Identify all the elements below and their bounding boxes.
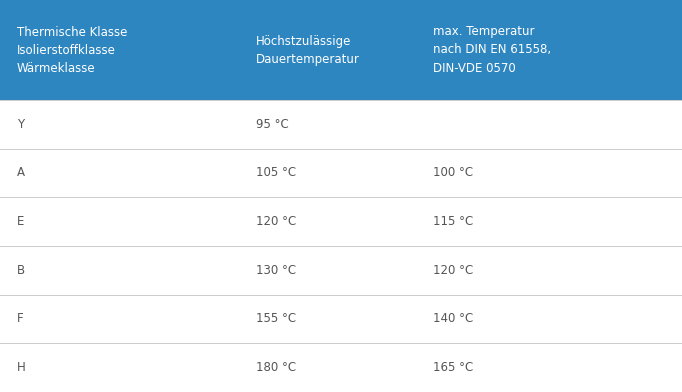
Text: 105 °C: 105 °C bbox=[256, 167, 296, 180]
Text: 115 °C: 115 °C bbox=[433, 215, 473, 228]
Text: E: E bbox=[17, 215, 25, 228]
Bar bbox=[0, 0, 682, 100]
Text: B: B bbox=[17, 264, 25, 277]
Text: 95 °C: 95 °C bbox=[256, 118, 288, 131]
Text: 120 °C: 120 °C bbox=[256, 215, 296, 228]
Text: H: H bbox=[17, 361, 26, 374]
Text: 155 °C: 155 °C bbox=[256, 312, 296, 325]
Text: 165 °C: 165 °C bbox=[433, 361, 473, 374]
Text: F: F bbox=[17, 312, 24, 325]
Text: 140 °C: 140 °C bbox=[433, 312, 473, 325]
Text: 120 °C: 120 °C bbox=[433, 264, 473, 277]
Text: 130 °C: 130 °C bbox=[256, 264, 296, 277]
Text: 180 °C: 180 °C bbox=[256, 361, 296, 374]
Text: max. Temperatur
nach DIN EN 61558,
DIN-VDE 0570: max. Temperatur nach DIN EN 61558, DIN-V… bbox=[433, 25, 551, 74]
Text: Höchstzulässige
Dauertemperatur: Höchstzulässige Dauertemperatur bbox=[256, 34, 359, 65]
Text: Thermische Klasse
Isolierstoffklasse
Wärmeklasse: Thermische Klasse Isolierstoffklasse Wär… bbox=[17, 25, 128, 74]
Text: Y: Y bbox=[17, 118, 24, 131]
Text: A: A bbox=[17, 167, 25, 180]
Text: 100 °C: 100 °C bbox=[433, 167, 473, 180]
